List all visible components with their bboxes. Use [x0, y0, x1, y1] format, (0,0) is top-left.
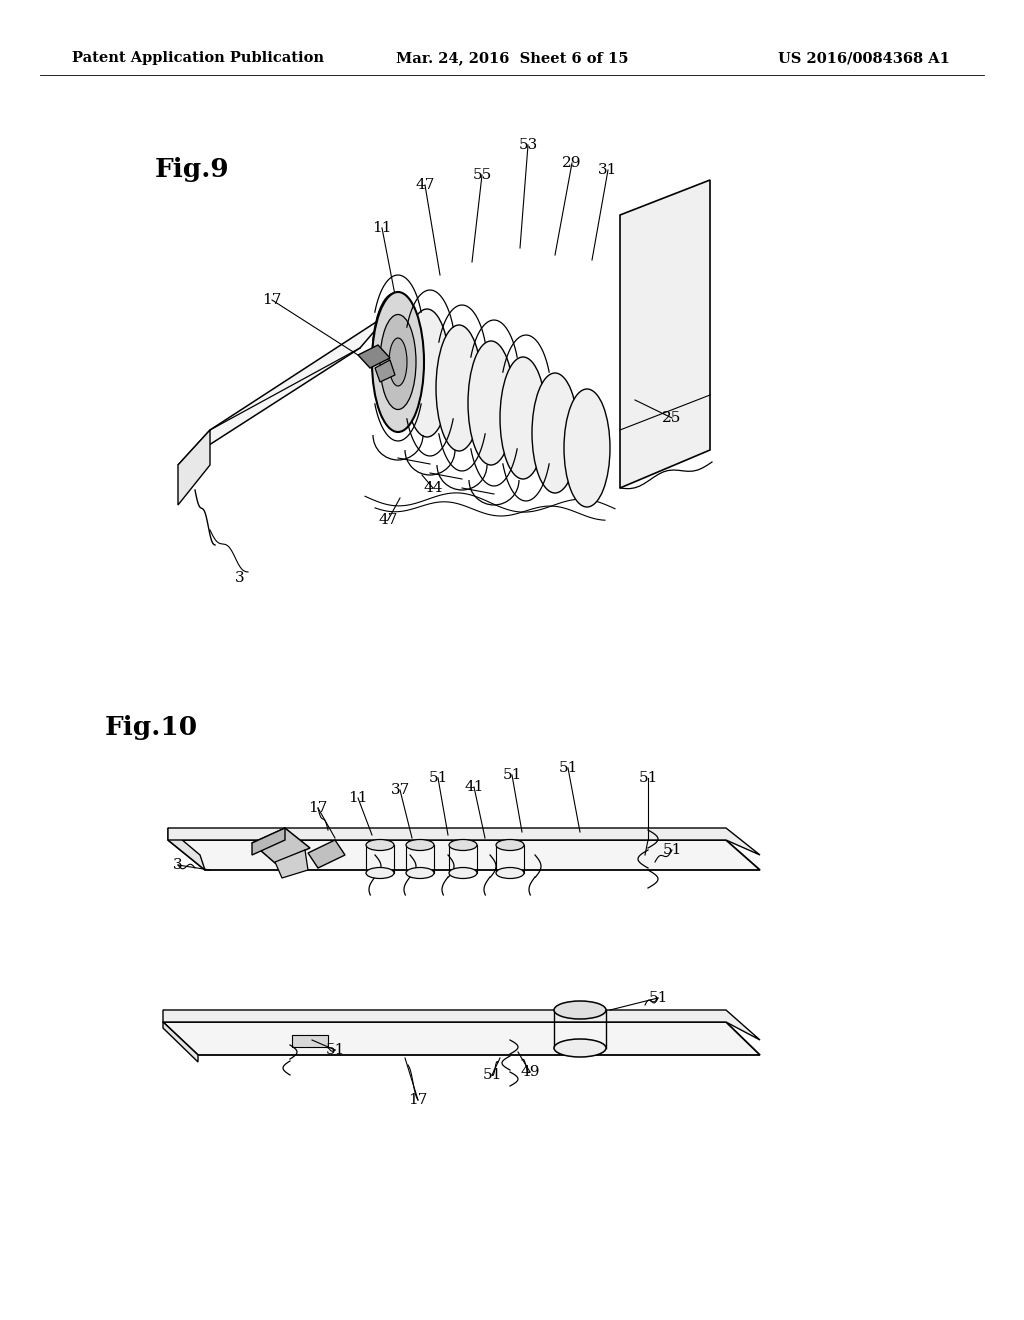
- Ellipse shape: [404, 309, 450, 437]
- Ellipse shape: [532, 374, 578, 492]
- Text: 44: 44: [423, 480, 442, 495]
- Polygon shape: [168, 840, 760, 870]
- Text: 29: 29: [562, 156, 582, 170]
- Polygon shape: [163, 1022, 198, 1063]
- Text: 47: 47: [530, 425, 550, 440]
- Text: 51: 51: [648, 991, 668, 1005]
- Text: Mar. 24, 2016  Sheet 6 of 15: Mar. 24, 2016 Sheet 6 of 15: [395, 51, 629, 65]
- Text: 51: 51: [663, 843, 682, 857]
- Text: Fig.9: Fig.9: [155, 157, 229, 182]
- Ellipse shape: [380, 314, 416, 409]
- Ellipse shape: [406, 840, 434, 850]
- Text: 31: 31: [598, 162, 617, 177]
- Ellipse shape: [366, 840, 394, 850]
- Text: 41: 41: [464, 780, 483, 795]
- Polygon shape: [163, 1022, 760, 1055]
- Text: 51: 51: [503, 768, 521, 781]
- Text: 51: 51: [558, 762, 578, 775]
- Polygon shape: [252, 828, 285, 855]
- Text: 51: 51: [482, 1068, 502, 1082]
- Polygon shape: [178, 430, 210, 506]
- Polygon shape: [168, 828, 205, 870]
- Text: 11: 11: [373, 220, 392, 235]
- Text: 3: 3: [236, 572, 245, 585]
- Ellipse shape: [449, 867, 477, 879]
- Ellipse shape: [564, 389, 610, 507]
- Polygon shape: [375, 360, 395, 381]
- Ellipse shape: [372, 292, 424, 432]
- Ellipse shape: [500, 356, 546, 479]
- Text: 49: 49: [520, 1065, 540, 1078]
- Text: 53: 53: [518, 139, 538, 152]
- Ellipse shape: [496, 840, 524, 850]
- Ellipse shape: [372, 293, 418, 422]
- Text: 11: 11: [348, 791, 368, 805]
- Polygon shape: [358, 345, 390, 368]
- Text: 47: 47: [378, 513, 397, 527]
- Text: 47: 47: [505, 444, 524, 457]
- Ellipse shape: [468, 341, 514, 465]
- Text: 47: 47: [416, 178, 434, 191]
- Ellipse shape: [366, 867, 394, 879]
- Text: 51: 51: [638, 771, 657, 785]
- Ellipse shape: [554, 1039, 606, 1057]
- Text: 17: 17: [409, 1093, 428, 1107]
- Polygon shape: [292, 1035, 328, 1047]
- Text: 55: 55: [472, 168, 492, 182]
- Text: 17: 17: [308, 801, 328, 814]
- Polygon shape: [308, 840, 345, 869]
- Ellipse shape: [406, 867, 434, 879]
- Text: 51: 51: [428, 771, 447, 785]
- Polygon shape: [178, 313, 390, 465]
- Text: 51: 51: [326, 1043, 345, 1057]
- Ellipse shape: [436, 325, 482, 451]
- Polygon shape: [252, 828, 310, 863]
- Text: 3: 3: [173, 858, 183, 873]
- Polygon shape: [163, 1010, 760, 1040]
- Polygon shape: [275, 850, 308, 878]
- Polygon shape: [168, 828, 760, 855]
- Text: Fig.10: Fig.10: [105, 715, 198, 741]
- Ellipse shape: [449, 840, 477, 850]
- Ellipse shape: [496, 867, 524, 879]
- Polygon shape: [620, 180, 710, 488]
- Text: 17: 17: [262, 293, 282, 308]
- Text: US 2016/0084368 A1: US 2016/0084368 A1: [778, 51, 950, 65]
- Ellipse shape: [389, 338, 407, 385]
- Text: 37: 37: [390, 783, 410, 797]
- Ellipse shape: [554, 1001, 606, 1019]
- Text: Patent Application Publication: Patent Application Publication: [72, 51, 324, 65]
- Text: 25: 25: [663, 411, 682, 425]
